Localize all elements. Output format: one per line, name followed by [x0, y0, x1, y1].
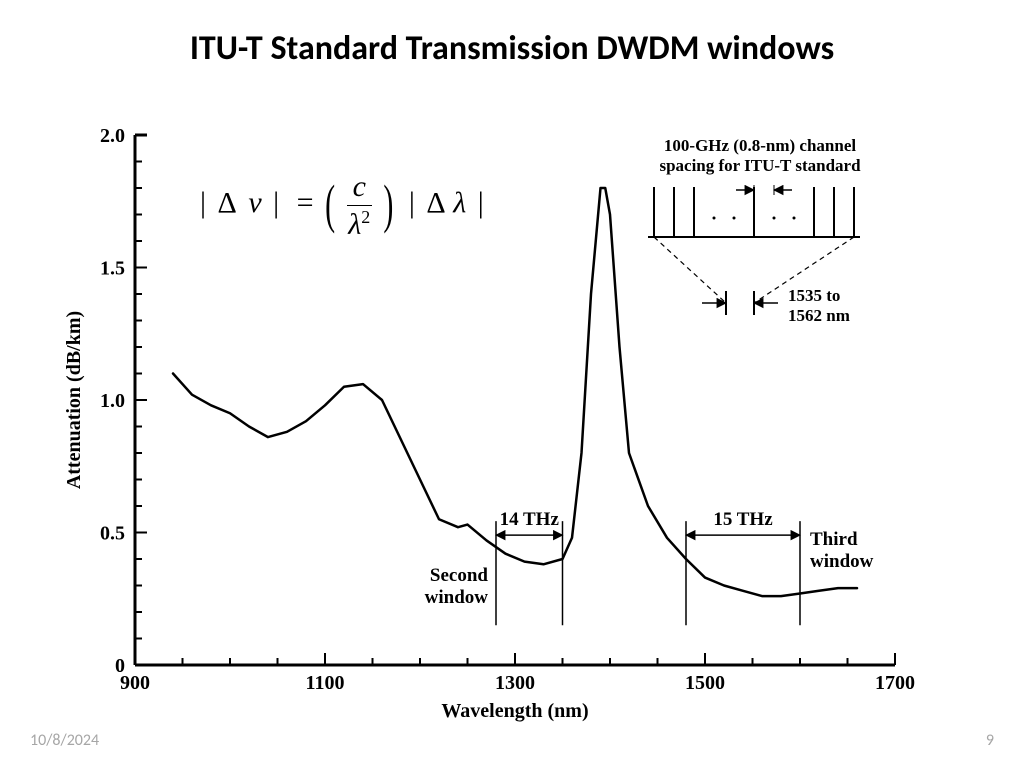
- svg-text:1562 nm: 1562 nm: [788, 306, 850, 325]
- paren-left: (: [325, 175, 335, 236]
- attenuation-chart: 900110013001500170000.51.01.52.0Waveleng…: [0, 0, 1024, 768]
- svg-text:Wavelength (nm): Wavelength (nm): [441, 700, 588, 722]
- fraction-denominator: λ2: [347, 206, 372, 241]
- abs-bar: |: [474, 186, 484, 219]
- svg-text:1700: 1700: [875, 672, 915, 694]
- svg-text:Third: Third: [810, 529, 858, 550]
- nu-sym: ν: [244, 186, 261, 219]
- lambda-sym: λ: [453, 186, 466, 219]
- svg-text:window: window: [810, 551, 874, 572]
- fraction-numerator: c: [347, 170, 372, 206]
- fraction: c λ2: [347, 170, 372, 241]
- delta-sym: Δ: [218, 186, 237, 219]
- svg-text:2.0: 2.0: [100, 125, 125, 147]
- abs-bar: |: [401, 186, 419, 219]
- svg-text:0.5: 0.5: [100, 523, 125, 545]
- svg-text:1500: 1500: [685, 672, 725, 694]
- paren-right: ): [383, 175, 393, 236]
- svg-text:Second: Second: [430, 565, 489, 586]
- svg-text:1.0: 1.0: [100, 390, 125, 412]
- equals-sym: =: [293, 186, 318, 219]
- abs-bar: |: [200, 186, 210, 219]
- abs-bar: |: [269, 186, 285, 219]
- svg-text:15 THz: 15 THz: [713, 509, 773, 530]
- delta-sym: Δ: [426, 186, 445, 219]
- svg-text:1300: 1300: [495, 672, 535, 694]
- svg-text:14 THz: 14 THz: [500, 509, 560, 530]
- svg-text:100-GHz (0.8-nm) channel: 100-GHz (0.8-nm) channel: [664, 136, 856, 155]
- svg-text:Attenuation (dB/km): Attenuation (dB/km): [63, 311, 85, 489]
- svg-text:spacing for ITU-T standard: spacing for ITU-T standard: [659, 156, 861, 175]
- svg-text:window: window: [425, 587, 489, 608]
- svg-text:0: 0: [115, 655, 125, 677]
- formula: | Δ ν | = ( c λ2 ) | Δ λ |: [200, 170, 484, 241]
- svg-text:1535 to: 1535 to: [788, 286, 840, 305]
- svg-text:1100: 1100: [306, 672, 345, 694]
- svg-text:1.5: 1.5: [100, 258, 125, 280]
